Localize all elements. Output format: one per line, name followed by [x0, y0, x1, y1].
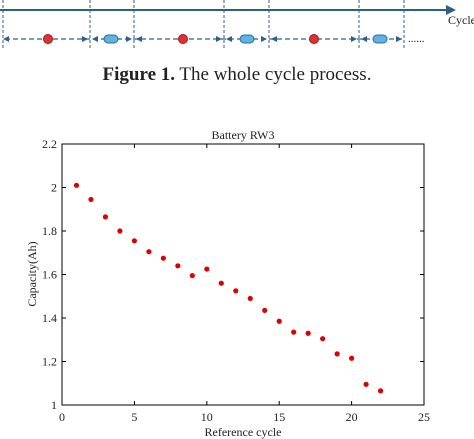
y-axis: 1 1.2 1.4 1.6 1.8 2 2.2 — [42, 137, 424, 412]
data-point — [88, 196, 94, 203]
data-point — [175, 263, 181, 269]
figure-label: Figure 1. — [102, 64, 176, 85]
data-point — [276, 318, 282, 324]
red-markers — [43, 34, 319, 44]
process-arrow-heads — [3, 36, 402, 42]
data-point — [160, 255, 166, 261]
figure-caption-text: The whole cycle process. — [175, 64, 372, 85]
cycle-axis-label: Cycle — [448, 13, 474, 27]
x-tick-label: 5 — [131, 410, 137, 424]
cycle-dividers — [2, 0, 405, 50]
data-point — [349, 355, 355, 361]
blue-cycle-marker — [372, 34, 388, 44]
figure-caption: Figure 1. The whole cycle process. — [0, 64, 474, 86]
data-point — [73, 182, 80, 188]
data-point — [262, 307, 268, 313]
x-axis: 0 5 10 15 20 25 — [59, 144, 430, 424]
data-point — [189, 272, 195, 279]
blue-markers — [103, 34, 388, 44]
y-axis-label: Capacity(Ah) — [25, 241, 39, 306]
data-point — [233, 288, 239, 294]
x-tick-label: 0 — [59, 410, 65, 424]
red-cycle-marker — [178, 34, 188, 44]
y-tick-label: 2 — [51, 181, 57, 195]
data-point — [218, 280, 224, 286]
data-point — [320, 336, 326, 342]
red-cycle-marker — [43, 34, 53, 44]
data-point — [247, 295, 253, 302]
data-point — [377, 388, 384, 394]
red-cycle-marker — [309, 34, 319, 44]
x-tick-label: 10 — [201, 410, 213, 424]
data-point — [131, 238, 137, 244]
blue-cycle-marker — [239, 34, 255, 44]
data-point — [363, 381, 369, 387]
y-tick-label: 2.2 — [42, 137, 57, 151]
cycle-axis-arrow — [446, 5, 456, 15]
y-tick-label: 1 — [51, 398, 57, 412]
x-tick-label: 20 — [346, 410, 358, 424]
x-tick-label: 25 — [418, 410, 430, 424]
data-point — [291, 329, 297, 335]
blue-cycle-marker — [103, 34, 119, 44]
plot-frame — [61, 143, 425, 406]
capacity-chart: Battery RW3 0 5 10 15 20 25 1 1.2 1.4 1.6 1.8 2 2.2… — [25, 128, 430, 439]
data-point — [146, 249, 152, 255]
data-point — [117, 228, 123, 234]
chart-title: Battery RW3 — [212, 128, 275, 142]
diagram-ellipsis: ...... — [408, 33, 425, 45]
y-tick-label: 1.4 — [42, 311, 57, 325]
cycle-process-diagram: Cycle ...... — [0, 0, 474, 50]
y-tick-label: 1.2 — [42, 355, 57, 369]
y-tick-label: 1.6 — [42, 268, 57, 282]
data-points — [73, 182, 384, 394]
x-axis-label: Reference cycle — [205, 425, 282, 439]
data-point — [102, 214, 109, 220]
data-point — [305, 330, 311, 336]
data-point — [204, 266, 210, 272]
x-tick-label: 15 — [273, 410, 285, 424]
y-tick-label: 1.8 — [42, 224, 57, 238]
data-point — [334, 351, 340, 357]
